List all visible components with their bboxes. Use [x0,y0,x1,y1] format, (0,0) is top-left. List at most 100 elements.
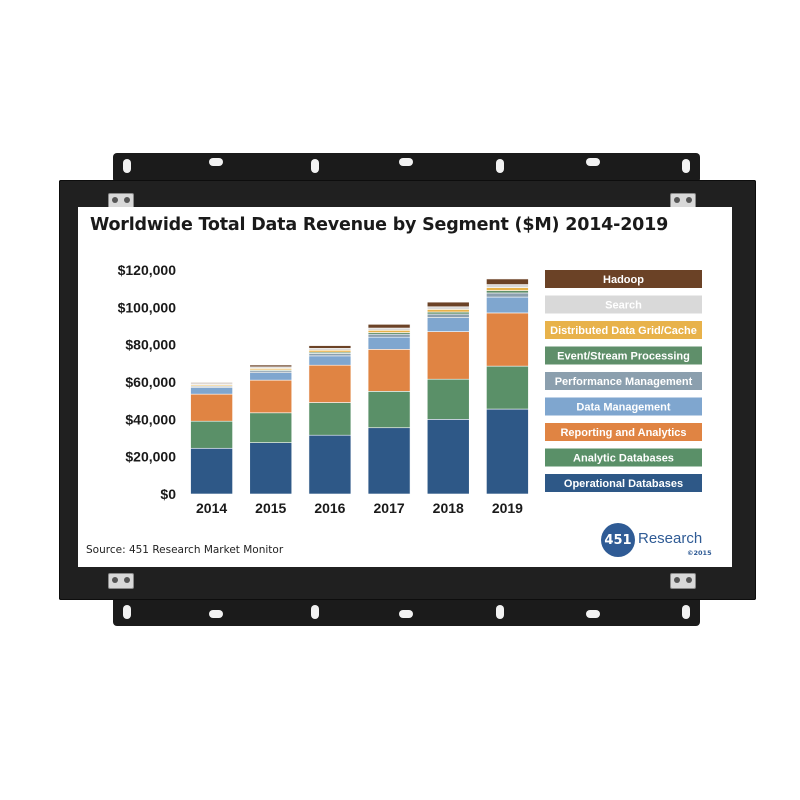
y-tick-label: $0 [160,486,176,502]
legend-swatch [545,372,702,390]
bar-segment [190,393,233,422]
legend-swatch [545,448,702,467]
legend-label: Hadoop [603,274,644,286]
mounting-hole [496,605,504,619]
mounting-hole [586,158,600,166]
legend-swatch [545,423,702,441]
bar-segment [190,447,233,495]
legend-swatch [545,270,702,288]
bar-segment [190,387,233,395]
bar-segment [426,331,470,380]
mounting-hole [399,158,413,166]
bar-segment [426,309,470,313]
bar-segment [426,378,470,420]
mounting-hole [209,610,223,618]
bar-segment [486,408,529,495]
bar-segment [308,355,352,366]
screw-icon [670,193,696,209]
bar-segment [486,312,529,367]
top-mounting-bracket [113,153,700,183]
bar-segment [367,336,411,350]
bar-segment [486,365,529,410]
legend-label: Analytic Databases [573,453,674,465]
source-note: Source: 451 Research Market Monitor [86,544,284,556]
bar-segment [249,379,293,414]
monitor-screen: Worldwide Total Data Revenue by Segment … [78,207,732,567]
legend-label: Distributed Data Grid/Cache [550,325,697,337]
bar-segment [308,402,352,436]
y-tick-label: $100,000 [118,299,177,315]
bar-segment [426,419,470,495]
bar-segment [308,353,352,357]
legend-swatch [545,397,702,416]
bar-segment [486,296,529,314]
mounting-hole [123,605,131,619]
legend-label: Reporting and Analytics [560,427,686,439]
chart-title: Worldwide Total Data Revenue by Segment … [90,215,669,235]
legend-label: Performance Management [555,376,693,388]
mounting-hole [682,159,690,173]
stacked-bar-chart: $0 $20,000 $40,000 $60,000 $80,000 $100,000 $1… [118,262,702,516]
mounting-hole [399,610,413,618]
bar-segment [249,412,293,443]
x-tick-label: 2015 [255,500,286,516]
mounting-hole [209,158,223,166]
mounting-hole [123,159,131,173]
legend-swatch [545,321,702,339]
legend-label: Data Management [576,402,670,414]
bar-segment [190,382,233,384]
bar-segment [426,306,470,310]
y-tick-label: $80,000 [125,337,176,353]
legend-label: Operational Databases [564,478,683,490]
bar-segment [486,290,529,294]
x-tick-label: 2014 [196,500,227,516]
y-tick-label: $120,000 [118,262,177,278]
bar-segment [367,349,411,392]
legend-swatch [545,295,702,314]
x-tick-label: 2016 [314,500,345,516]
x-tick-label: 2017 [374,500,405,516]
mounting-hole [311,605,319,619]
bar-segment [249,372,293,381]
logo-wordmark: Research [638,530,703,547]
bar-segment [367,327,411,331]
bar-segment [486,292,529,298]
bar-segment [190,420,233,449]
mounting-hole [682,605,690,619]
bottom-mounting-bracket [113,596,700,626]
screw-icon [108,573,134,589]
legend-swatch [545,474,702,492]
bar-segment [367,333,411,338]
logo-badge: 451 [601,523,635,557]
logo-copyright: ©2015 [687,549,712,557]
bar-segment [367,391,411,429]
mounting-hole [586,610,600,618]
bar-segment [249,364,293,368]
bar-segment [367,324,411,329]
bar-segment [426,311,470,315]
x-tick-label: 2019 [492,500,523,516]
legend-label: Search [605,300,642,312]
bar-segment [486,278,529,285]
mounting-hole [496,159,504,173]
bar-segment [308,345,352,349]
bar-segment [249,442,293,495]
legend-swatch [545,346,702,365]
451-research-logo: 451 Research ©2015 [601,523,729,563]
mounting-hole [311,159,319,173]
screw-icon [670,573,696,589]
bar-segment [308,434,352,495]
bar-segment [426,313,470,318]
bar-segment [367,427,411,495]
bar-segment [486,284,529,288]
bar-segment [367,329,411,333]
bar-segment [426,301,470,308]
bar-segment [308,364,352,403]
bar-segment [426,317,470,332]
bar-segment [486,287,529,291]
x-tick-label: 2018 [433,500,464,516]
y-tick-label: $20,000 [125,449,176,465]
y-tick-label: $40,000 [125,411,176,427]
y-tick-label: $60,000 [125,374,176,390]
legend-label: Event/Stream Processing [557,351,690,363]
